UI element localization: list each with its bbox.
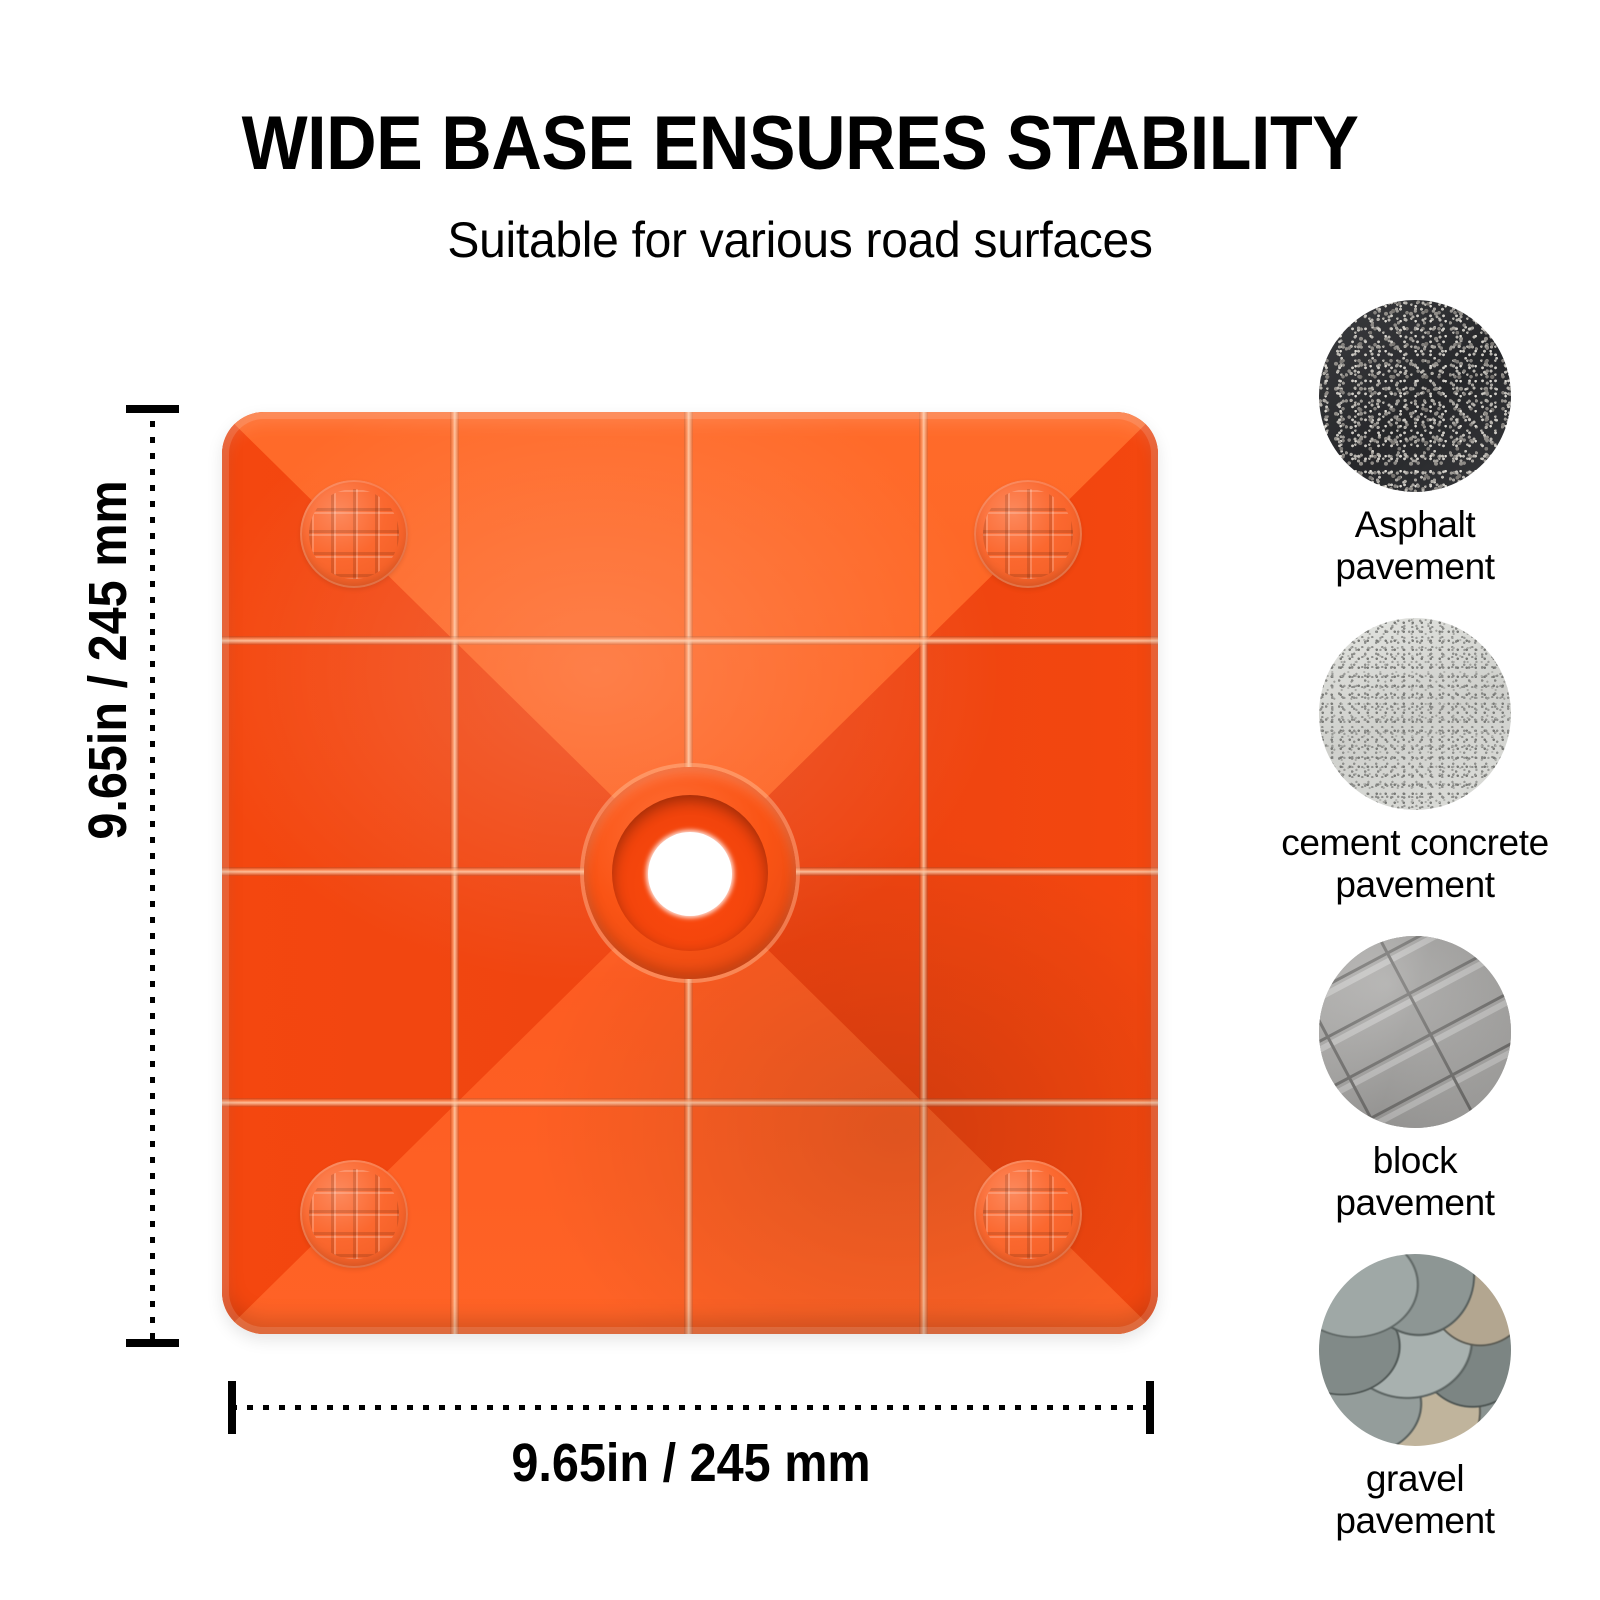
pad-waffle-texture [309, 1169, 399, 1259]
surface-item-asphalt: Asphalt pavement [1230, 300, 1600, 588]
height-dimension-cap-bottom [126, 1339, 179, 1347]
pad-waffle-texture [983, 1169, 1073, 1259]
surface-item-gravel: gravel pavement [1230, 1254, 1600, 1542]
page-title: WIDE BASE ENSURES STABILITY [241, 101, 1359, 186]
height-dimension-line [150, 405, 155, 1347]
surface-label-line1: gravel [1365, 1458, 1465, 1499]
pad-waffle-texture [309, 489, 399, 579]
surface-label-asphalt: Asphalt pavement [1230, 504, 1600, 588]
corner-pad-bottom-right [974, 1160, 1082, 1268]
height-dimension-label: 9.65in / 245 mm [78, 480, 138, 840]
surface-label-line1: block [1372, 1140, 1458, 1181]
corner-pad-bottom-left [300, 1160, 408, 1268]
center-through-hole [648, 832, 732, 916]
width-dimension-cap-right [1146, 1381, 1154, 1434]
width-dimension-label: 9.65in / 245 mm [511, 1433, 871, 1493]
gravel-texture-icon [1319, 1254, 1511, 1446]
center-boss [584, 767, 796, 979]
surface-label-line2: pavement [1335, 546, 1495, 587]
surface-label-line2: pavement [1335, 864, 1495, 905]
plate-rib-horizontal [222, 1098, 1158, 1107]
width-dimension-line [231, 1405, 1151, 1410]
center-boss-recess [612, 795, 768, 951]
asphalt-texture-icon [1319, 300, 1511, 492]
surface-label-block: block pavement [1230, 1140, 1600, 1224]
surface-label-line1: Asphalt [1354, 504, 1476, 545]
road-surface-list: Asphalt pavement cement concrete pavemen… [1230, 300, 1600, 1590]
surface-label-line1: cement concrete [1281, 822, 1549, 863]
surface-label-line2: pavement [1335, 1500, 1495, 1541]
surface-label-gravel: gravel pavement [1230, 1458, 1600, 1542]
cement-texture-icon [1319, 618, 1511, 810]
page-subtitle: Suitable for various road surfaces [447, 212, 1153, 268]
base-plate [222, 412, 1158, 1334]
product-illustration: 9.65in / 245 mm [78, 405, 1158, 1493]
pad-waffle-texture [983, 489, 1073, 579]
surface-label-line2: pavement [1335, 1182, 1495, 1223]
block-texture-icon [1319, 936, 1511, 1128]
plate-rib-horizontal [222, 636, 1158, 645]
surface-label-cement-concrete: cement concrete pavement [1230, 822, 1600, 906]
corner-pad-top-right [974, 480, 1082, 588]
corner-pad-top-left [300, 480, 408, 588]
surface-item-block: block pavement [1230, 936, 1600, 1224]
surface-item-cement-concrete: cement concrete pavement [1230, 618, 1600, 906]
